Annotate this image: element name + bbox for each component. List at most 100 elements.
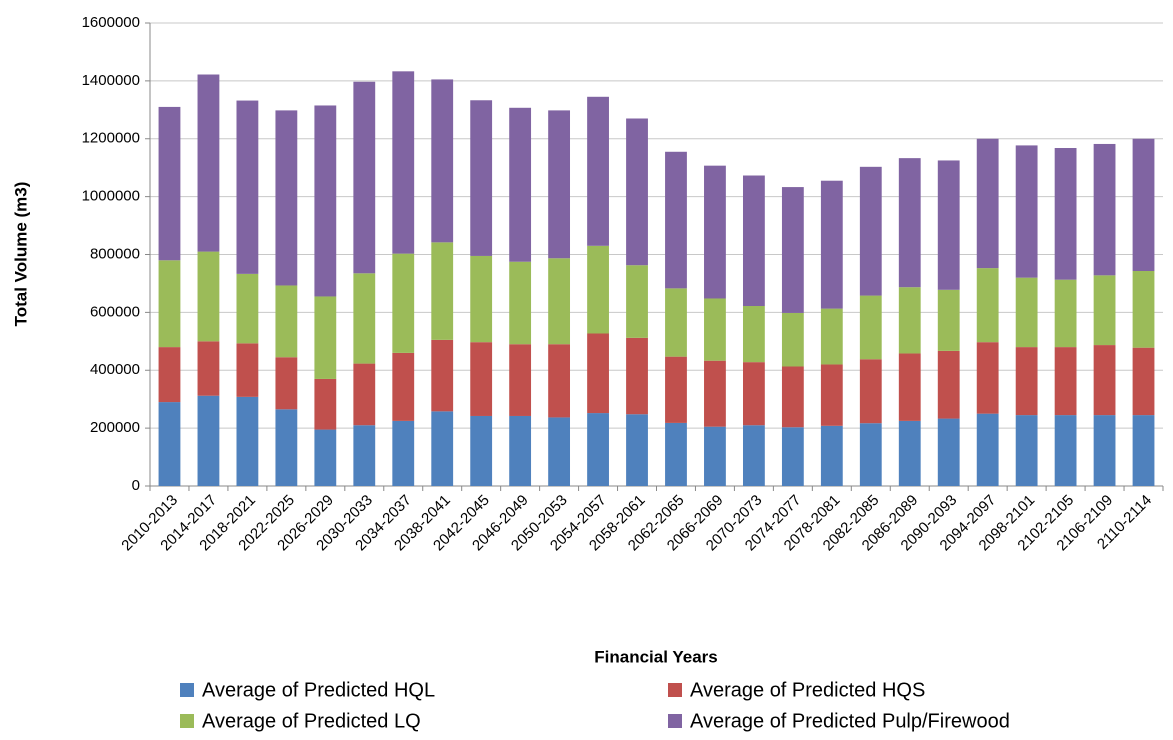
bar-segment	[353, 81, 376, 274]
bar-segment	[898, 158, 921, 288]
bar-segment	[898, 287, 921, 354]
bar-segment	[742, 425, 765, 486]
bar-segment	[1054, 415, 1077, 486]
bar-segment	[1015, 277, 1038, 348]
bar-segment	[1015, 145, 1038, 278]
bar-segment	[1054, 279, 1077, 348]
legend-swatch	[180, 683, 194, 697]
bar-segment	[509, 344, 532, 416]
bar-segment	[665, 356, 687, 423]
bar-segment	[275, 285, 298, 358]
bar-segment	[236, 100, 259, 274]
bar-segment	[1093, 143, 1116, 276]
bar-segment	[353, 425, 376, 486]
bar-segment	[275, 357, 298, 410]
bar-segment	[197, 251, 220, 342]
bar-segment	[431, 339, 454, 412]
bar-segment	[470, 342, 493, 416]
bar-segment	[392, 352, 415, 421]
bar-segment	[665, 422, 687, 486]
legend-text: Average of Predicted HQS	[690, 679, 925, 701]
bar-segment	[976, 268, 999, 343]
bar-segment	[236, 396, 259, 486]
bar-segment	[1132, 270, 1155, 348]
bar-segment	[742, 362, 765, 426]
bar-segment	[976, 138, 999, 269]
bar-segment	[509, 415, 532, 486]
bar-segment	[314, 429, 337, 486]
bar-segment	[742, 306, 765, 363]
bar-segment	[704, 165, 726, 299]
bar-segment	[1093, 345, 1116, 416]
bar-segment	[275, 409, 298, 486]
bar-segment	[1093, 275, 1116, 346]
bar-segment	[976, 342, 999, 414]
bar-segment	[1015, 415, 1038, 486]
y-tick-label: 800000	[90, 245, 140, 262]
bar-segment	[509, 107, 532, 262]
bar-segment	[470, 100, 493, 256]
bar-segment	[548, 417, 571, 486]
y-tick-label: 200000	[90, 419, 140, 436]
bar-segment	[859, 166, 882, 296]
bar-segment	[1093, 415, 1116, 486]
bar-segment	[353, 273, 376, 364]
bar-segment	[1132, 415, 1155, 486]
bar-segment	[548, 344, 571, 418]
y-tick-label: 600000	[90, 303, 140, 320]
x-axis-title: Financial Years	[594, 647, 717, 666]
bar-segment	[781, 427, 804, 486]
legend-text: Average of Predicted HQL	[202, 679, 435, 701]
bar-segment	[859, 423, 882, 486]
bar-segment	[197, 395, 220, 486]
bar-segment	[197, 341, 220, 396]
bar-segment	[236, 273, 259, 344]
bar-segment	[781, 312, 804, 367]
bar-segment	[626, 414, 648, 486]
bar-segment	[1132, 138, 1155, 271]
bar-segment	[392, 253, 415, 353]
bar-segment	[314, 105, 337, 297]
bar-segment	[704, 360, 726, 427]
bar-segment	[665, 288, 687, 357]
bar-segment	[470, 415, 493, 486]
bar-segment	[587, 413, 609, 486]
bar-segment	[937, 289, 960, 351]
bar-segment	[587, 96, 609, 246]
y-tick-label: 400000	[90, 361, 140, 378]
bar-segment	[548, 258, 571, 345]
bar-segment	[314, 378, 337, 430]
bar-segment	[626, 118, 648, 266]
bar-segment	[898, 353, 921, 421]
bar-segment	[197, 74, 220, 252]
bar-segment	[859, 295, 882, 360]
bar-segment	[976, 413, 999, 486]
bar-segment	[820, 425, 843, 486]
bar-segment	[820, 364, 843, 426]
bar-segment	[314, 296, 337, 379]
bar-segment	[587, 245, 609, 334]
bar-segment	[353, 363, 376, 426]
legend-text: Average of Predicted Pulp/Firewood	[690, 710, 1010, 732]
bar-segment	[898, 420, 921, 486]
bar-segment	[470, 255, 493, 343]
bar-segment	[820, 308, 843, 365]
y-tick-label: 1600000	[82, 14, 140, 31]
bar-segment	[587, 333, 609, 414]
bar-segment	[431, 79, 454, 243]
bar-segment	[704, 426, 726, 486]
bar-segment	[1054, 148, 1077, 280]
bar-segment	[704, 298, 726, 361]
bar-segment	[1132, 347, 1155, 416]
bar-segment	[626, 265, 648, 338]
bar-segment	[392, 71, 415, 254]
bar-segment	[937, 418, 960, 486]
y-tick-label: 1000000	[82, 188, 140, 205]
bar-segment	[509, 261, 532, 345]
bar-segment	[158, 106, 181, 261]
bar-segment	[158, 347, 181, 403]
legend-swatch	[668, 683, 682, 697]
bar-segment	[1054, 347, 1077, 416]
bar-segment	[937, 350, 960, 419]
legend-swatch	[668, 714, 682, 728]
